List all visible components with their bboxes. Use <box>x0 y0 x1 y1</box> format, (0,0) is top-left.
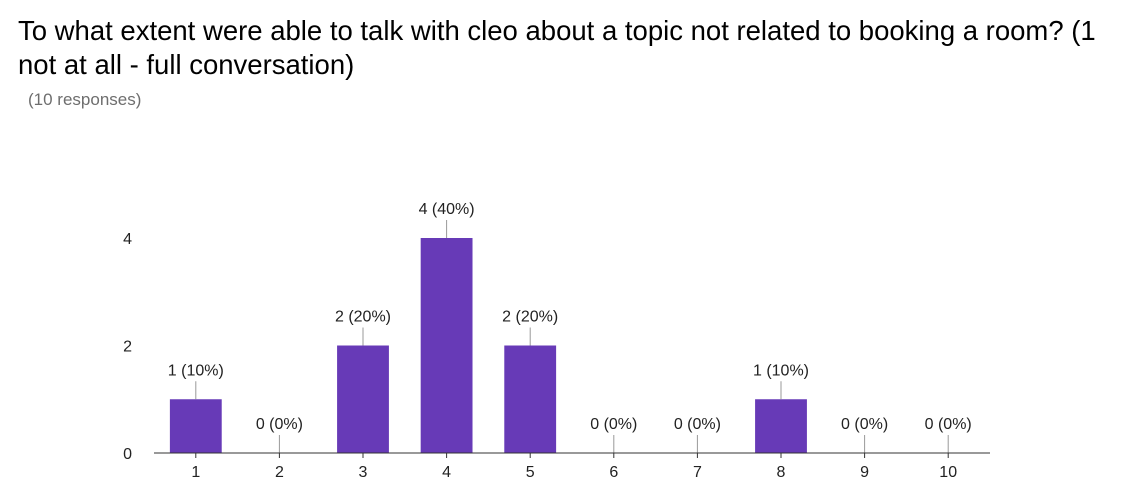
data-label: 2 (20%) <box>335 309 391 326</box>
data-label: 1 (10%) <box>753 362 809 379</box>
x-tick-label: 6 <box>609 464 618 481</box>
y-tick-label: 4 <box>123 231 132 248</box>
x-tick-label: 3 <box>359 464 368 481</box>
x-tick-label: 9 <box>860 464 869 481</box>
data-label: 0 (0%) <box>674 416 721 433</box>
y-tick-label: 0 <box>123 446 132 463</box>
data-label: 0 (0%) <box>590 416 637 433</box>
x-tick-label: 10 <box>939 464 957 481</box>
data-label: 4 (40%) <box>419 201 475 218</box>
bar <box>755 399 807 453</box>
x-tick-label: 2 <box>275 464 284 481</box>
bars: 1 (10%) 0 (0%) 2 (20%) 4 (40%) 2 (20%) 0 (0%)… <box>168 201 972 453</box>
x-tick-label: 5 <box>526 464 535 481</box>
data-label: 2 (20%) <box>502 309 558 326</box>
data-label: 1 (10%) <box>168 362 224 379</box>
bar <box>420 238 473 453</box>
bar <box>337 345 389 453</box>
bar <box>169 399 222 453</box>
x-tick-label: 7 <box>693 464 702 481</box>
x-tick-label: 8 <box>777 464 786 481</box>
x-tick-label: 1 <box>191 464 200 481</box>
x-axis-ticks: 1 2 3 4 5 6 7 8 9 10 <box>191 453 957 481</box>
chart-title: To what extent were able to talk with cl… <box>18 15 1096 80</box>
data-label: 0 (0%) <box>256 416 303 433</box>
y-axis-ticks: 0 2 4 <box>123 231 132 463</box>
x-tick-label: 4 <box>442 464 451 481</box>
response-count: (10 responses) <box>28 90 142 109</box>
data-label: 0 (0%) <box>841 416 888 433</box>
data-label: 0 (0%) <box>925 416 972 433</box>
bar <box>504 345 557 453</box>
y-tick-label: 2 <box>123 339 132 356</box>
